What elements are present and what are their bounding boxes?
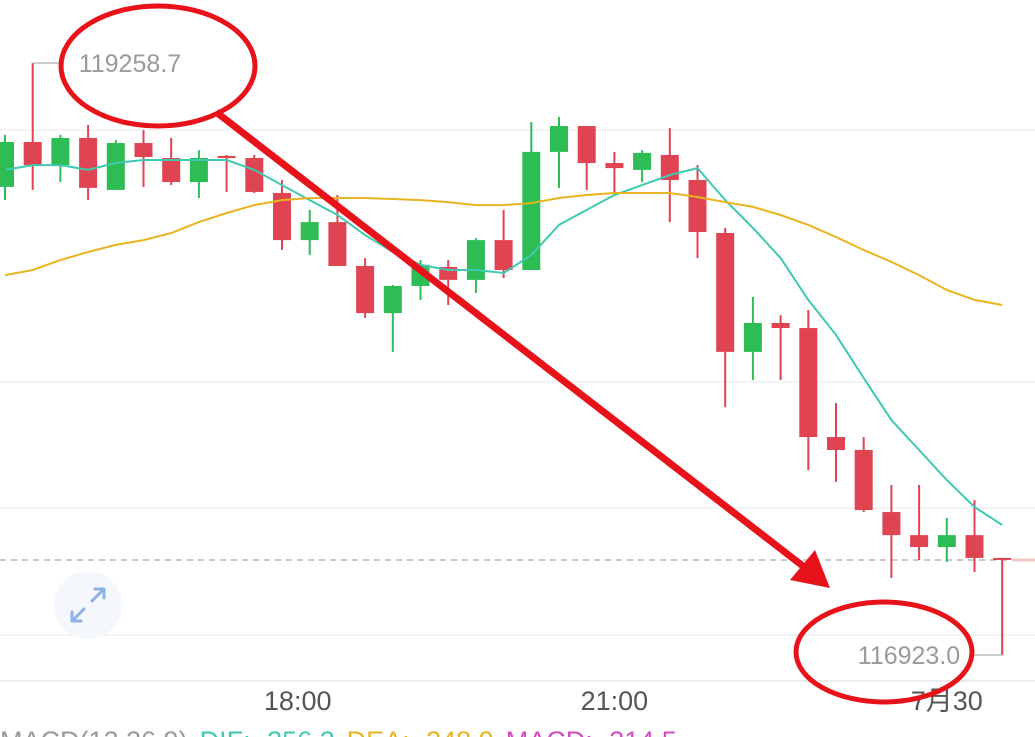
candle-body bbox=[494, 240, 513, 271]
candle-body bbox=[162, 157, 181, 183]
candle-body bbox=[743, 322, 762, 352]
expand-circle bbox=[54, 571, 122, 639]
x-tick-label: 21:00 bbox=[581, 686, 649, 716]
highlight-circle bbox=[793, 599, 975, 705]
candle-body bbox=[273, 192, 291, 241]
candle-body bbox=[328, 222, 347, 266]
candle-body bbox=[577, 126, 596, 164]
candle-body bbox=[799, 328, 818, 438]
candle-body bbox=[910, 535, 929, 548]
candle-body bbox=[23, 142, 42, 166]
expand-button[interactable] bbox=[54, 571, 122, 639]
candle-body bbox=[993, 557, 1012, 560]
candle-body bbox=[217, 155, 236, 158]
grid bbox=[0, 129, 1035, 682]
candle-body bbox=[771, 322, 790, 329]
overlay bbox=[58, 3, 975, 705]
candle-body bbox=[716, 233, 735, 352]
indicator-item: DEA: -348.9 bbox=[347, 726, 494, 737]
candle-body bbox=[522, 151, 541, 271]
indicator-item: MACD: -314.5 bbox=[506, 726, 677, 737]
candle-body bbox=[466, 240, 485, 280]
candle-body bbox=[383, 285, 402, 314]
indicator-legend: MACD(12,26,9) DIF: -356.2 DEA: -348.9 MACD:… bbox=[0, 726, 677, 737]
candle-body bbox=[937, 535, 956, 548]
candle-body bbox=[300, 222, 319, 241]
indicator-item: DIF: -356.2 bbox=[200, 726, 335, 737]
marks: 18:00 21:00 7月30 119258.7 116923.0 MACD(12,26… bbox=[0, 50, 1035, 737]
expand-icon bbox=[70, 587, 106, 623]
candle-body bbox=[134, 143, 153, 157]
candle-body bbox=[965, 535, 984, 558]
x-tick-label: 7月30 bbox=[911, 686, 983, 716]
arrow-line bbox=[213, 109, 811, 573]
candle-body bbox=[79, 137, 98, 188]
candle-body bbox=[854, 449, 873, 511]
low-label: 116923.0 bbox=[858, 642, 960, 670]
highlight-circle bbox=[58, 3, 258, 129]
candle-body bbox=[0, 142, 14, 187]
candle-body bbox=[51, 137, 70, 166]
ma-line bbox=[4, 192, 1003, 306]
candle-body bbox=[550, 126, 568, 152]
candle-body bbox=[605, 163, 624, 169]
indicator-item: MACD(12,26,9) bbox=[0, 726, 188, 737]
candle-body bbox=[882, 512, 901, 536]
ma-line bbox=[4, 159, 1003, 526]
candle-body bbox=[356, 265, 375, 314]
arrow-head bbox=[790, 550, 830, 588]
candle-body bbox=[633, 152, 652, 170]
candle-body bbox=[189, 157, 208, 183]
high-label: 119258.7 bbox=[79, 50, 181, 78]
candle-body bbox=[245, 157, 264, 192]
candle-body bbox=[688, 180, 707, 232]
candle-body bbox=[827, 437, 845, 450]
candle-body bbox=[106, 143, 125, 190]
x-tick-label: 18:00 bbox=[264, 686, 332, 716]
